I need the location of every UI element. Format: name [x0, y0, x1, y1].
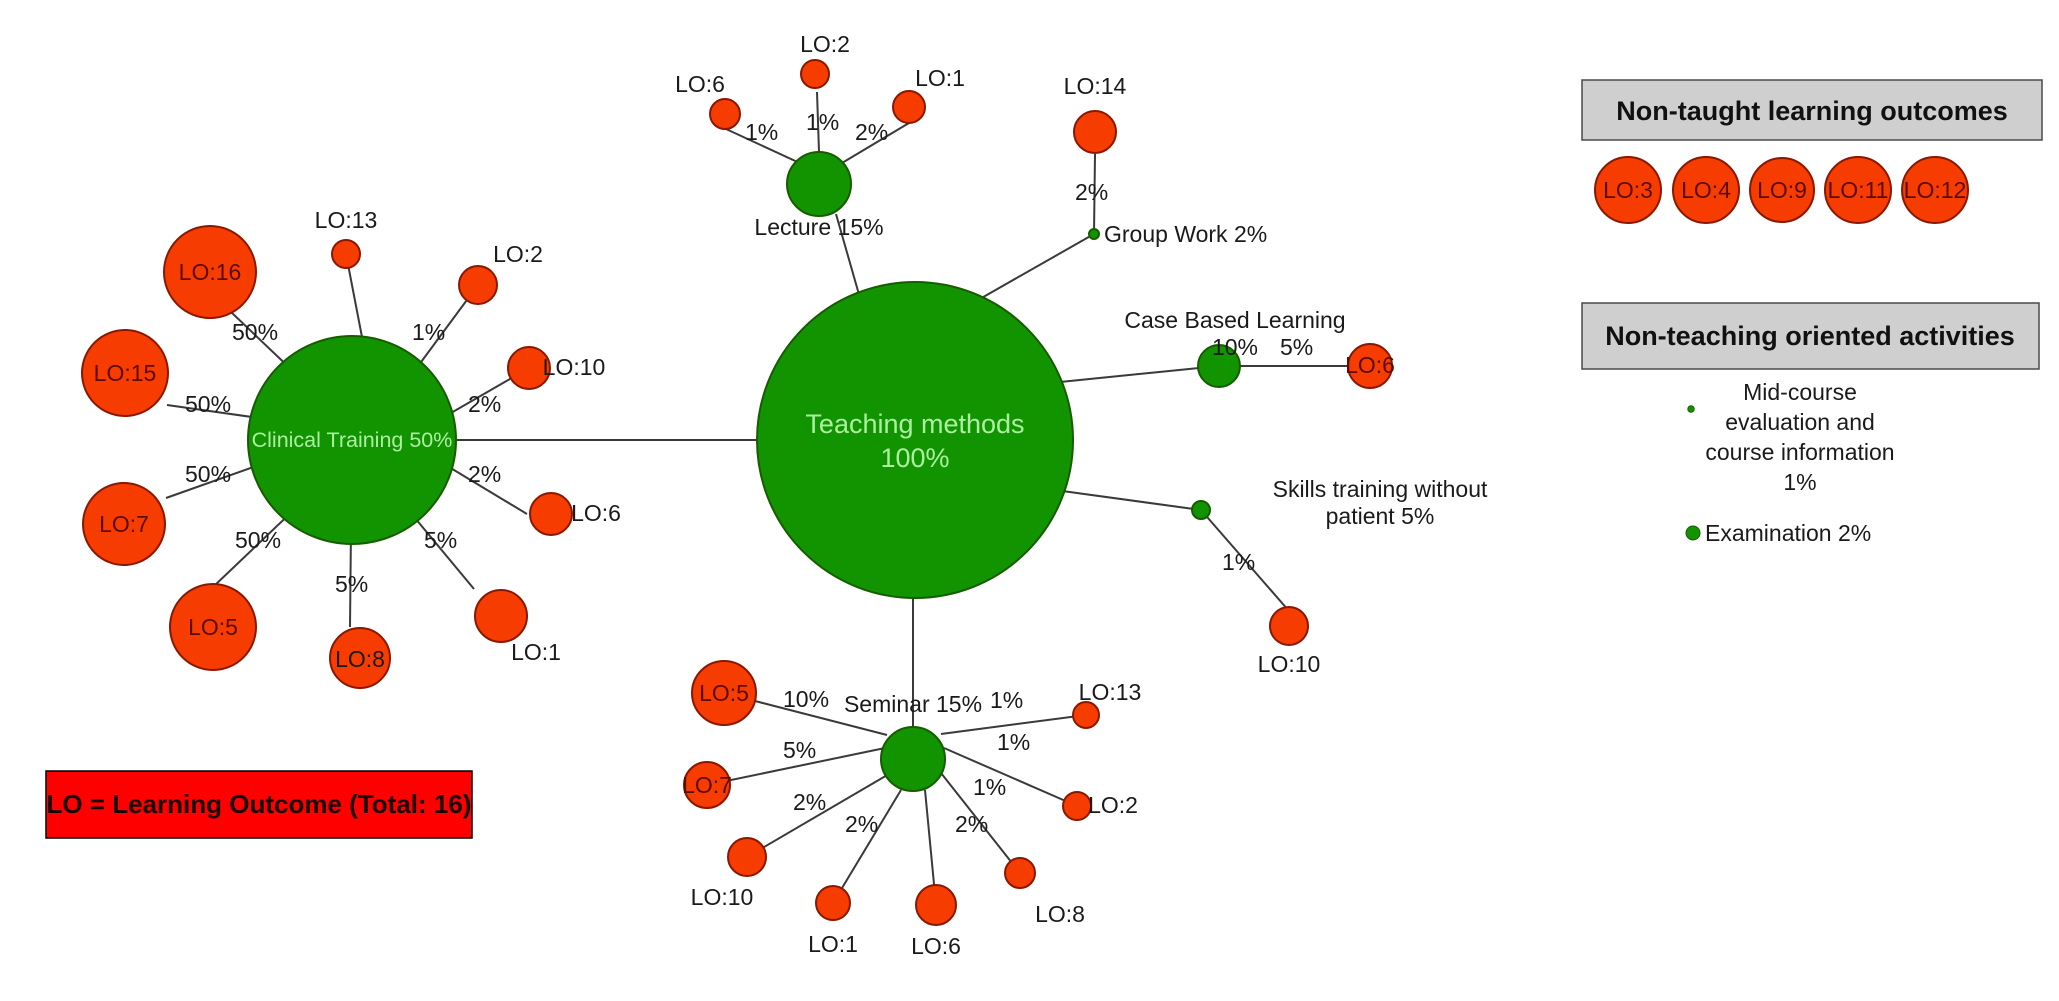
svg-text:LO:16: LO:16	[179, 259, 242, 285]
svg-text:Non-teaching oriented activiti: Non-teaching oriented activities	[1605, 321, 2015, 351]
svg-text:LO:6: LO:6	[911, 933, 961, 959]
svg-text:2%: 2%	[468, 391, 501, 417]
svg-text:LO:10: LO:10	[691, 884, 754, 910]
svg-text:Teaching methods: Teaching methods	[805, 409, 1024, 439]
svg-text:100%: 100%	[880, 443, 949, 473]
svg-text:LO:10: LO:10	[1258, 651, 1321, 677]
svg-text:2%: 2%	[855, 119, 888, 145]
svg-text:2%: 2%	[1075, 179, 1108, 205]
svg-text:10%: 10%	[783, 686, 829, 712]
svg-text:LO:7: LO:7	[682, 772, 732, 798]
svg-text:LO:11: LO:11	[1828, 177, 1889, 203]
svg-text:Group Work 2%: Group Work 2%	[1104, 221, 1267, 247]
svg-text:LO:12: LO:12	[1904, 177, 1967, 203]
svg-text:LO:13: LO:13	[315, 207, 378, 233]
svg-text:LO:6: LO:6	[571, 500, 621, 526]
svg-text:5%: 5%	[335, 571, 368, 597]
svg-text:evaluation and: evaluation and	[1725, 409, 1875, 435]
svg-text:50%: 50%	[185, 391, 231, 417]
svg-text:LO:1: LO:1	[915, 65, 965, 91]
svg-text:1%: 1%	[1783, 469, 1816, 495]
svg-text:LO:15: LO:15	[94, 360, 157, 386]
svg-text:50%: 50%	[235, 527, 281, 553]
svg-text:LO:2: LO:2	[1088, 792, 1138, 818]
svg-text:LO:10: LO:10	[543, 354, 606, 380]
svg-text:LO:2: LO:2	[800, 31, 850, 57]
svg-text:LO:6: LO:6	[675, 71, 725, 97]
svg-text:LO:3: LO:3	[1603, 177, 1653, 203]
svg-text:1%: 1%	[745, 119, 778, 145]
svg-text:5%: 5%	[424, 527, 457, 553]
svg-text:LO:8: LO:8	[335, 646, 385, 672]
svg-text:Case Based Learning: Case Based Learning	[1124, 307, 1345, 333]
svg-text:5%: 5%	[1280, 334, 1313, 360]
svg-text:LO:2: LO:2	[493, 241, 543, 267]
svg-text:Non-taught learning outcomes: Non-taught learning outcomes	[1616, 96, 2008, 126]
svg-text:LO:14: LO:14	[1064, 73, 1127, 99]
svg-text:LO:4: LO:4	[1681, 177, 1731, 203]
svg-text:50%: 50%	[185, 461, 231, 487]
svg-text:LO:6: LO:6	[1345, 352, 1395, 378]
svg-text:2%: 2%	[845, 811, 878, 837]
svg-text:2%: 2%	[955, 811, 988, 837]
svg-text:Examination 2%: Examination 2%	[1705, 520, 1871, 546]
svg-text:10%: 10%	[1212, 334, 1258, 360]
svg-text:LO:1: LO:1	[808, 931, 858, 957]
svg-text:LO = Learning Outcome (Total:: LO = Learning Outcome (Total: 16)	[47, 789, 472, 819]
svg-text:LO:5: LO:5	[188, 614, 238, 640]
svg-text:1%: 1%	[997, 729, 1030, 755]
svg-text:LO:8: LO:8	[1035, 901, 1085, 927]
svg-text:LO:5: LO:5	[699, 680, 749, 706]
svg-text:2%: 2%	[793, 789, 826, 815]
svg-text:course information: course information	[1705, 439, 1894, 465]
svg-text:LO:1: LO:1	[511, 639, 561, 665]
svg-text:Seminar 15%: Seminar 15%	[844, 691, 982, 717]
svg-text:1%: 1%	[990, 687, 1023, 713]
svg-text:Lecture 15%: Lecture 15%	[754, 214, 883, 240]
svg-text:5%: 5%	[783, 737, 816, 763]
svg-text:Skills training without: Skills training without	[1273, 476, 1488, 502]
svg-text:1%: 1%	[973, 774, 1006, 800]
svg-text:LO:7: LO:7	[99, 511, 149, 537]
svg-text:1%: 1%	[1222, 549, 1255, 575]
svg-text:LO:9: LO:9	[1757, 177, 1807, 203]
svg-text:1%: 1%	[806, 109, 839, 135]
svg-text:50%: 50%	[232, 319, 278, 345]
svg-text:LO:13: LO:13	[1079, 679, 1142, 705]
svg-text:Clinical Training 50%: Clinical Training 50%	[252, 428, 453, 452]
svg-text:patient 5%: patient 5%	[1326, 503, 1435, 529]
svg-text:1%: 1%	[412, 319, 445, 345]
svg-text:Mid-course: Mid-course	[1743, 379, 1857, 405]
svg-text:2%: 2%	[468, 461, 501, 487]
